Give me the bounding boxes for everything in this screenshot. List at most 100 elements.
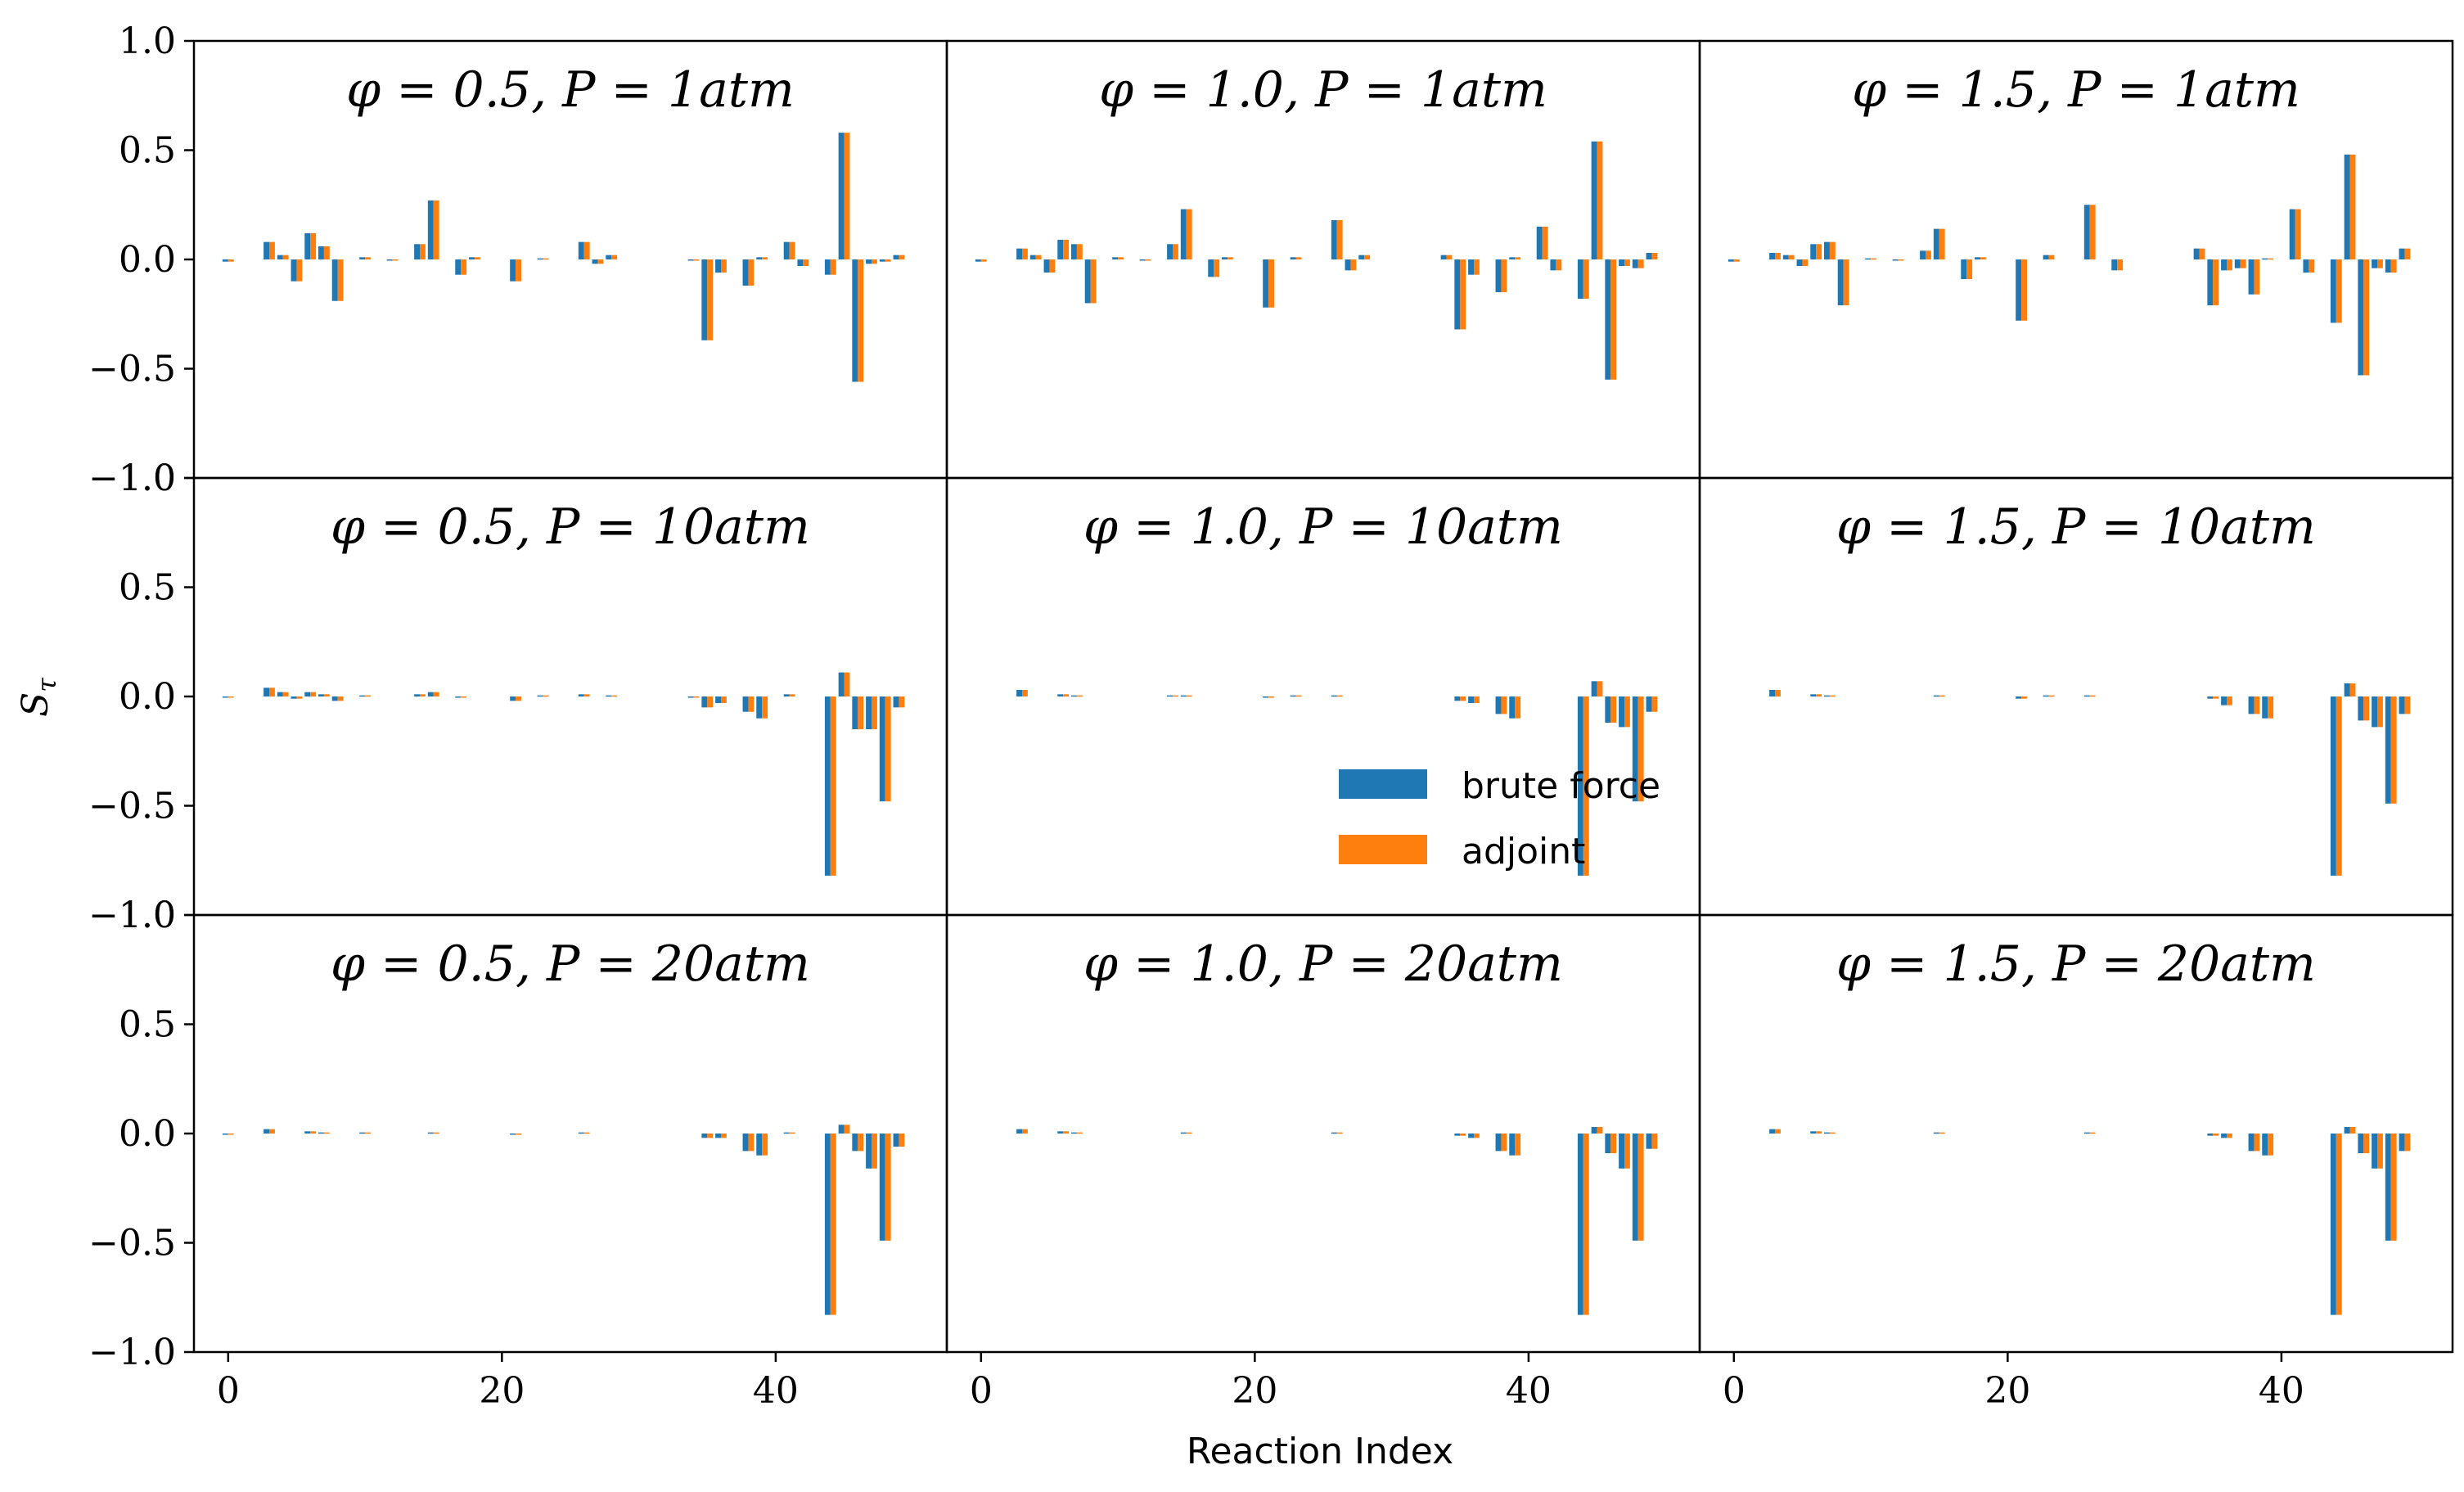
bar-brute-force: [291, 259, 297, 282]
y-tick-label: 0.0: [119, 676, 176, 718]
bar-adjoint: [1186, 1132, 1192, 1134]
bar-adjoint: [1583, 696, 1589, 876]
bar-brute-force: [715, 696, 721, 704]
bar-brute-force: [1619, 259, 1624, 267]
bar-adjoint: [543, 695, 549, 697]
bar-brute-force: [852, 696, 858, 730]
bar-brute-force: [866, 696, 872, 730]
panel-2: [975, 141, 1658, 380]
bar-brute-force: [1331, 1132, 1337, 1134]
bar-brute-force: [578, 694, 584, 696]
panel-title: φ = 1.5, P = 20atm: [1836, 935, 2316, 993]
bar-brute-force: [1029, 255, 1036, 259]
bar-adjoint: [2377, 259, 2383, 268]
bar-adjoint: [2089, 695, 2096, 697]
bar-adjoint: [1624, 1134, 1630, 1169]
y-axis-label-text: Sτ: [15, 677, 62, 717]
bar-brute-force: [824, 259, 831, 275]
y-tick-label: 0.5: [119, 1004, 176, 1046]
bar-brute-force: [2083, 695, 2090, 697]
bar-brute-force: [2193, 248, 2200, 259]
bar-brute-force: [414, 244, 420, 259]
bar-adjoint: [1063, 239, 1070, 259]
panel-6: [1769, 683, 2411, 876]
bar-adjoint: [872, 259, 877, 264]
bar-brute-force: [2083, 1132, 2090, 1134]
bar-adjoint: [583, 1132, 590, 1134]
legend: brute force adjoint: [1339, 765, 1660, 872]
bar-brute-force: [1892, 259, 1899, 261]
x-tick-label: 40: [1506, 1370, 1552, 1412]
y-tick-label: −1.0: [88, 895, 176, 936]
y-tick-label: −0.5: [88, 1223, 176, 1264]
bar-adjoint: [1637, 259, 1644, 268]
bar-brute-force: [455, 259, 462, 275]
bar-adjoint: [1076, 1132, 1083, 1134]
bar-adjoint: [885, 259, 891, 262]
bar-adjoint: [1597, 681, 1603, 696]
bar-brute-force: [222, 259, 228, 262]
bar-brute-force: [277, 255, 283, 259]
bar-brute-force: [2372, 259, 2377, 268]
bar-brute-force: [1454, 696, 1461, 701]
bar-adjoint: [899, 1134, 905, 1147]
x-tick-label: 20: [1984, 1370, 2030, 1412]
bar-brute-force: [304, 692, 311, 696]
bar-brute-force: [414, 694, 420, 696]
bar-brute-force: [2043, 255, 2049, 259]
bar-brute-force: [1290, 695, 1296, 697]
panel-title: φ = 0.5, P = 1atm: [346, 61, 795, 119]
bar-adjoint: [1173, 695, 1178, 697]
bar-adjoint: [323, 1132, 330, 1134]
bar-adjoint: [1336, 695, 1343, 697]
bar-adjoint: [2199, 248, 2205, 259]
panel-5: [1016, 681, 1658, 876]
bar-brute-force: [578, 1132, 584, 1134]
bar-brute-force: [824, 696, 831, 876]
bar-adjoint: [461, 696, 467, 698]
bar-adjoint: [762, 257, 768, 259]
bar-brute-force: [701, 696, 708, 708]
bar-brute-force: [701, 1134, 708, 1138]
bar-adjoint: [2117, 259, 2124, 271]
bar-brute-force: [1619, 1134, 1624, 1169]
bar-adjoint: [2021, 259, 2027, 321]
bar-adjoint: [1651, 696, 1658, 712]
bar-adjoint: [227, 1134, 234, 1135]
bar-adjoint: [885, 1134, 891, 1241]
bar-brute-force: [2016, 259, 2022, 321]
bar-brute-force: [1646, 1134, 1652, 1149]
bar-adjoint: [899, 696, 905, 708]
bar-brute-force: [1632, 259, 1638, 268]
bar-adjoint: [310, 232, 317, 259]
panel-4: [222, 672, 905, 876]
bar-adjoint: [1980, 257, 1986, 259]
bar-brute-force: [701, 259, 708, 340]
bar-adjoint: [337, 259, 344, 301]
bar-brute-force: [1016, 689, 1022, 696]
bar-adjoint: [597, 259, 604, 264]
bar-adjoint: [693, 259, 700, 261]
bar-adjoint: [2404, 1134, 2411, 1152]
bar-brute-force: [1222, 257, 1227, 259]
bar-brute-force: [510, 259, 516, 282]
bar-adjoint: [2213, 696, 2219, 699]
bar-adjoint: [1651, 1134, 1658, 1149]
bar-brute-force: [2207, 259, 2214, 306]
bar-brute-force: [1632, 1134, 1638, 1241]
x-tick-label: 0: [1723, 1370, 1746, 1412]
panel-title: φ = 1.0, P = 20atm: [1083, 935, 1563, 993]
bar-brute-force: [1536, 226, 1543, 259]
bar-brute-force: [1591, 141, 1597, 259]
bar-brute-force: [1071, 695, 1077, 697]
bar-adjoint: [516, 696, 521, 701]
bar-adjoint: [461, 259, 467, 275]
bar-adjoint: [1898, 259, 1904, 261]
bar-adjoint: [1515, 257, 1521, 259]
bar-adjoint: [1788, 255, 1795, 259]
bar-brute-force: [1728, 259, 1734, 262]
bar-adjoint: [2213, 259, 2219, 306]
bar-adjoint: [2254, 1134, 2260, 1152]
bar-adjoint: [748, 1134, 755, 1152]
bar-adjoint: [1474, 696, 1480, 704]
